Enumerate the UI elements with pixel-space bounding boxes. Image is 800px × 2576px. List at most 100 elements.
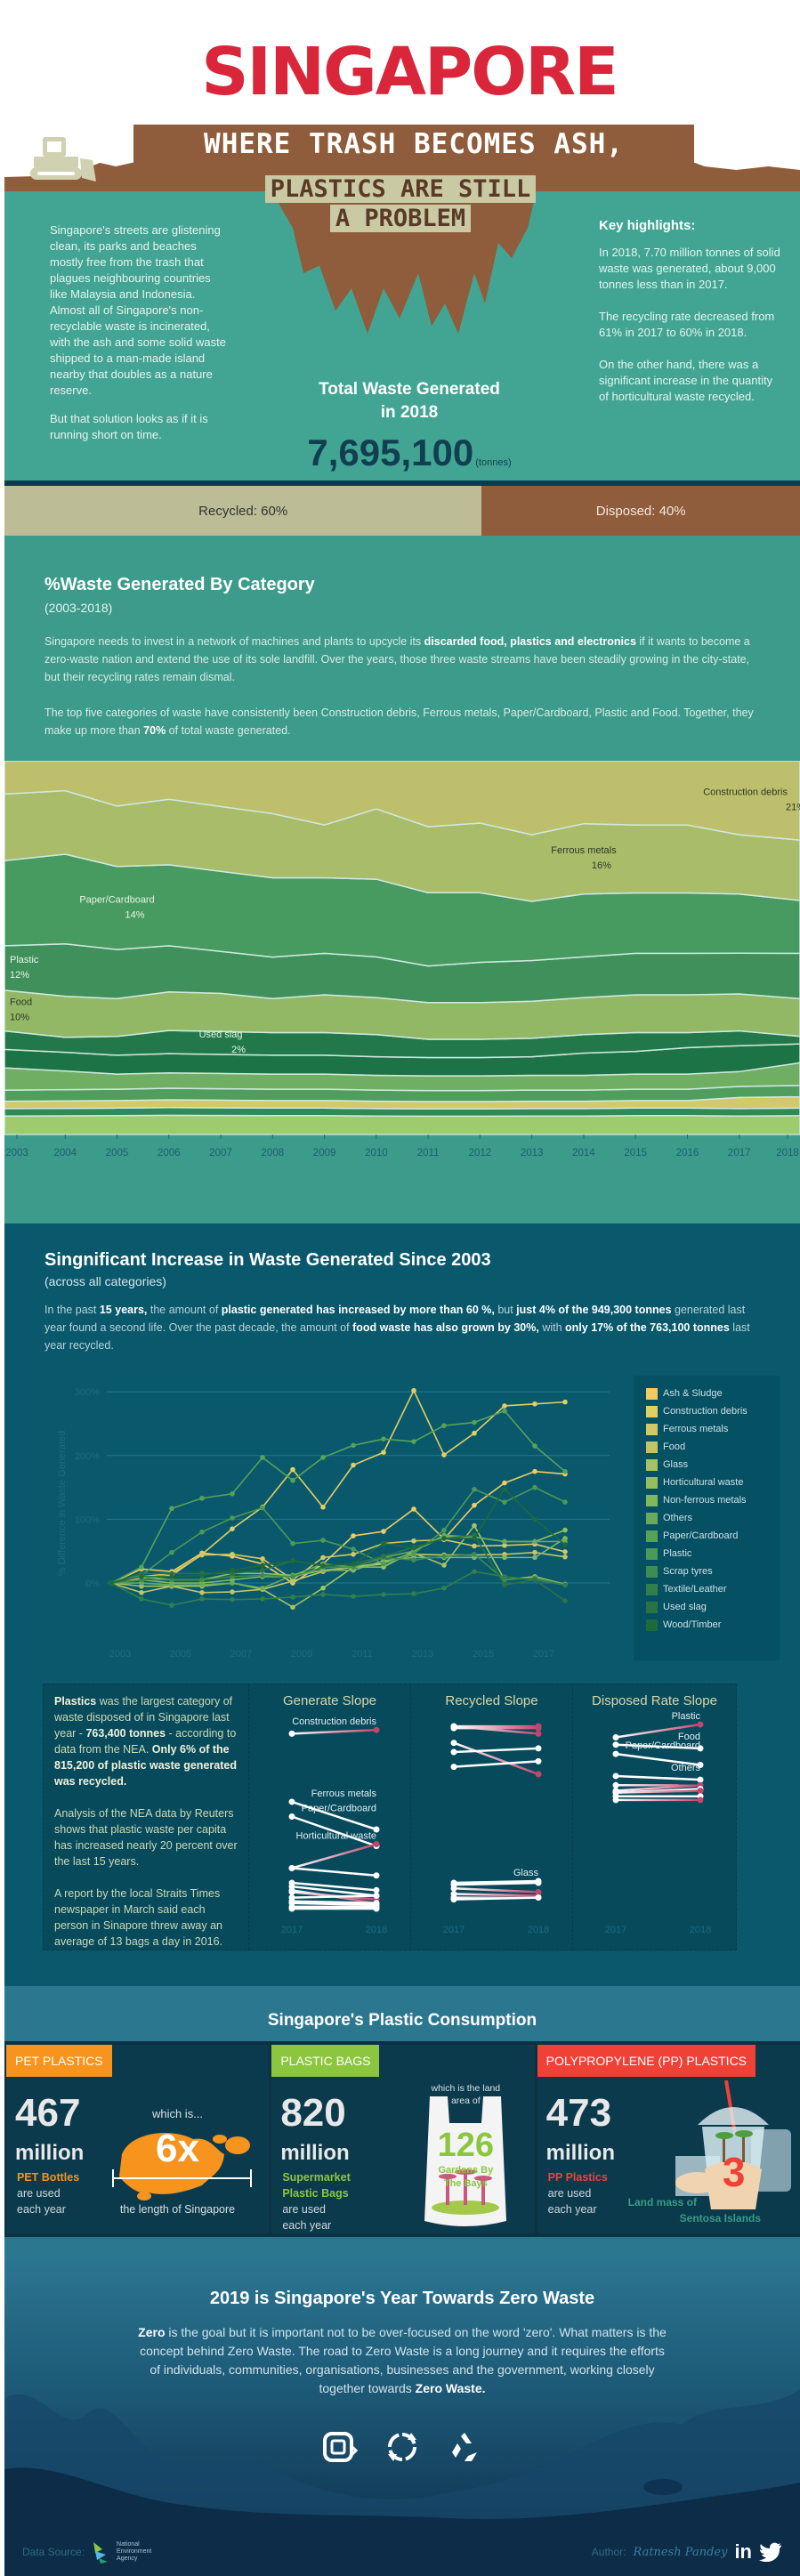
- category-subtitle: (2003-2018): [44, 601, 800, 615]
- category-title: %Waste Generated By Category: [44, 575, 800, 595]
- x-tick-label: 2005: [170, 1649, 191, 1659]
- recycled-slope-title: Recycled Slope: [411, 1693, 572, 1708]
- legend-item[interactable]: Construction debris: [646, 1402, 767, 1420]
- legend-item[interactable]: Scrap tyres: [646, 1563, 767, 1580]
- data-point: [411, 1506, 416, 1512]
- data-point: [381, 1436, 386, 1441]
- data-point: [230, 1589, 235, 1595]
- x-tick-label: 2017: [728, 1148, 751, 1159]
- legend-item[interactable]: Ferrous metals: [646, 1420, 767, 1438]
- compare-pre-text: which is...: [104, 2107, 251, 2120]
- legend-item[interactable]: Others: [646, 1509, 767, 1527]
- card-number: 467: [15, 2091, 80, 2136]
- increase-paragraph: In the past 15 years, the amount of plas…: [44, 1301, 764, 1354]
- card-description: Supermarket Plastic Bags are used each y…: [282, 2169, 362, 2233]
- slope-end-point: [698, 1788, 704, 1794]
- data-point: [441, 1452, 447, 1458]
- legend-item[interactable]: Wood/Timber: [646, 1616, 767, 1634]
- zero-waste-section: 2019 is Singapore's Year Towards Zero Wa…: [4, 2260, 800, 2576]
- data-point: [562, 1499, 568, 1505]
- data-point: [562, 1598, 568, 1603]
- data-point: [260, 1506, 265, 1511]
- data-point: [169, 1603, 174, 1608]
- slope-line: [454, 1761, 538, 1766]
- x-tick-label: 2009: [313, 1148, 336, 1159]
- data-point: [441, 1554, 447, 1559]
- x-tick-label: 2018: [776, 1148, 799, 1159]
- data-point: [562, 1549, 568, 1554]
- data-point: [351, 1552, 356, 1557]
- x-tick-label: 2004: [53, 1148, 77, 1159]
- data-point: [260, 1455, 265, 1460]
- compare-value: 126: [421, 2127, 510, 2165]
- data-point: [260, 1596, 265, 1602]
- legend-item[interactable]: Ash & Sludge: [646, 1385, 767, 1402]
- legend-item[interactable]: Food: [646, 1438, 767, 1456]
- data-point: [320, 1455, 326, 1460]
- line-chart-svg: 0%100%200%300%% Difference in Waste Gene…: [4, 1363, 627, 1675]
- data-point: [472, 1431, 477, 1436]
- x-tick-label: 2009: [291, 1649, 312, 1659]
- data-point: [502, 1555, 507, 1561]
- twitter-icon[interactable]: [759, 2542, 782, 2562]
- data-point: [320, 1563, 326, 1569]
- text: is the goal but it is important not to b…: [140, 2325, 667, 2395]
- slope-x-label: 2017: [605, 1925, 626, 1935]
- slope-line: [292, 1883, 376, 1890]
- text: In the past: [44, 1304, 100, 1316]
- legend-item[interactable]: Used slag: [646, 1598, 767, 1616]
- linkedin-icon[interactable]: in: [734, 2540, 752, 2564]
- data-point: [562, 1542, 568, 1547]
- y-axis-label: % Difference in Waste Generated: [57, 1431, 68, 1576]
- card-desc-line: each year: [548, 2201, 608, 2217]
- slope-start-point: [289, 1906, 295, 1912]
- legend-item[interactable]: Plastic: [646, 1545, 767, 1563]
- plastic-consumption-title: Singapore's Plastic Consumption: [4, 2011, 800, 2031]
- data-point: [441, 1528, 447, 1533]
- text-bold: only 17% of the 763,100 tonnes: [565, 1321, 730, 1334]
- text-bold: Zero: [138, 2325, 165, 2339]
- area-others-combined-small-: [4, 1115, 800, 1135]
- slope-x-label: 2017: [443, 1925, 465, 1935]
- legend-item[interactable]: Textile/Leather: [646, 1580, 767, 1598]
- area-annotation-label: Food: [10, 997, 32, 1008]
- data-point: [562, 1554, 568, 1560]
- legend-item[interactable]: Glass: [646, 1456, 767, 1474]
- text-bold: Plastics: [54, 1695, 96, 1708]
- reduce-icon: [322, 2429, 358, 2465]
- data-point: [441, 1423, 447, 1428]
- legend-swatch: [646, 1619, 658, 1631]
- text-bold: discarded food, plastics and electronics: [424, 635, 636, 648]
- subtitle-line-2: PLASTICS ARE STILL A PROBLEM: [222, 174, 578, 233]
- slope-end-point: [374, 1727, 380, 1733]
- legend-item[interactable]: Non-ferrous metals: [646, 1491, 767, 1509]
- disposed-segment: Disposed: 40%: [481, 486, 800, 536]
- slope-horticultural-waste: Horticultural waste: [289, 1831, 380, 1871]
- legend-swatch: [646, 1495, 658, 1506]
- legend-item[interactable]: Paper/Cardboard: [646, 1527, 767, 1545]
- bulldozer-icon: [27, 133, 98, 183]
- total-waste-value: 7,695,100(tonnes): [267, 432, 552, 474]
- data-point: [109, 1580, 114, 1586]
- subtitle-line-2b: A PROBLEM: [330, 205, 471, 232]
- data-point: [472, 1420, 477, 1425]
- compare-post-text: Sentosa Islands: [680, 2212, 761, 2225]
- data-point: [351, 1546, 356, 1552]
- x-tick-label: 2016: [676, 1148, 699, 1159]
- slope-end-point: [374, 1887, 380, 1894]
- slope-end-point: [698, 1797, 704, 1803]
- slope-end-point: [374, 1906, 380, 1912]
- hero-section: SINGAPORE WHERE TRASH BECOMES ASH, PLAST…: [0, 0, 800, 480]
- card-highlight: PET Bottles: [17, 2169, 79, 2185]
- data-point: [169, 1550, 174, 1555]
- slope-end-point: [374, 1893, 380, 1899]
- slope-end-point: [536, 1745, 542, 1751]
- x-tick-label: 2015: [624, 1148, 647, 1159]
- data-point: [502, 1481, 507, 1486]
- legend-item[interactable]: Horticultural waste: [646, 1474, 767, 1491]
- author-signature: Ratnesh Pandey: [633, 2546, 727, 2559]
- text-bold: 763,400 tonnes: [85, 1727, 166, 1740]
- plastic-cards: PET PLASTICS 467 million PET Bottles are…: [4, 2041, 800, 2237]
